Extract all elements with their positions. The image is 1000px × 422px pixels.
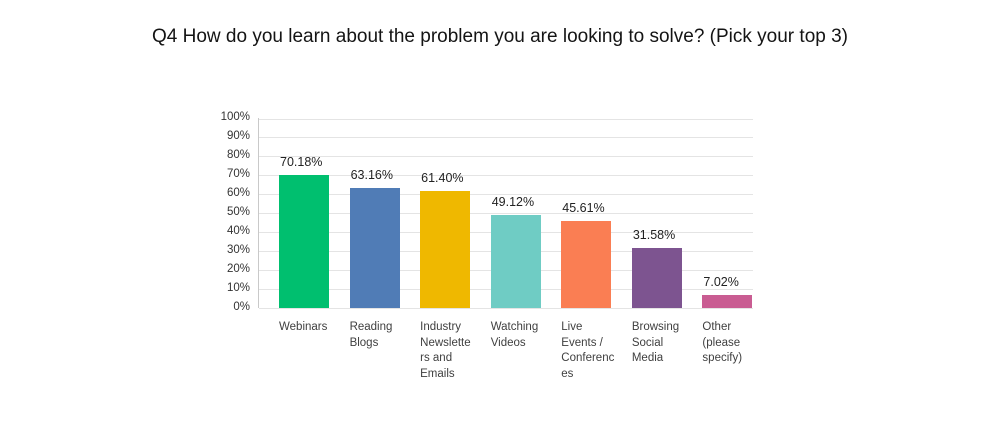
bar-value-label: 45.61% [562,201,605,216]
y-axis-tick-label: 90% [226,130,250,142]
y-axis-tick-label: 20% [226,263,250,275]
gridline [259,194,753,195]
bar-watching-videos [490,214,541,308]
x-axis-category-label: Reading Blogs [349,321,393,349]
bar-value-label: 63.16% [350,167,393,182]
bar-industry-newsletters-and-emails [420,191,471,308]
gridline [259,119,753,120]
x-axis-category-label: Watching Videos [490,321,539,349]
bar-value-label: 31.58% [632,227,676,242]
y-axis-tick-label: 40% [226,225,250,237]
plot-area: 70.18% Webinars 63.16% Reading Blogs 61.40% I… [258,118,753,380]
bar-browsing-social-media [631,248,682,308]
y-axis-tick-label: 80% [226,149,250,161]
x-axis-category-label: Live Events / Conferenc es [561,321,615,380]
bar-value-label: 70.18% [280,154,323,169]
bar-value-label: 49.12% [491,194,535,209]
bar-value-label: 7.02% [703,274,739,289]
y-axis-tick-label: 100% [220,111,250,123]
y-axis-tick-label: 50% [226,206,250,218]
y-axis-tick-label: 60% [226,187,250,199]
bar-reading-blogs [349,188,400,308]
x-axis-category-label: Industry Newslette rs and Emails [420,321,471,380]
x-axis-category-label: Other (please specify) [702,321,743,364]
chart-title: Q4 How do you learn about the problem yo… [152,26,848,47]
bar-live-events-conferences [561,221,612,308]
bar-webinars [279,174,329,308]
y-axis-tick-label: 10% [226,282,250,294]
gridline [259,213,753,214]
gridline [259,175,753,176]
bar-value-label: 61.40% [421,171,464,186]
x-axis-category-label: Browsing Social Media [631,321,680,364]
y-axis-tick-label: 0% [233,301,250,313]
y-axis-tick-label: 70% [226,168,250,180]
gridline [259,137,753,138]
gridline [259,156,753,157]
bar-other-please-specify [702,294,753,308]
x-axis-category-label: Webinars [279,321,328,333]
gridline [259,308,753,309]
y-axis-tick-label: 30% [226,244,250,256]
